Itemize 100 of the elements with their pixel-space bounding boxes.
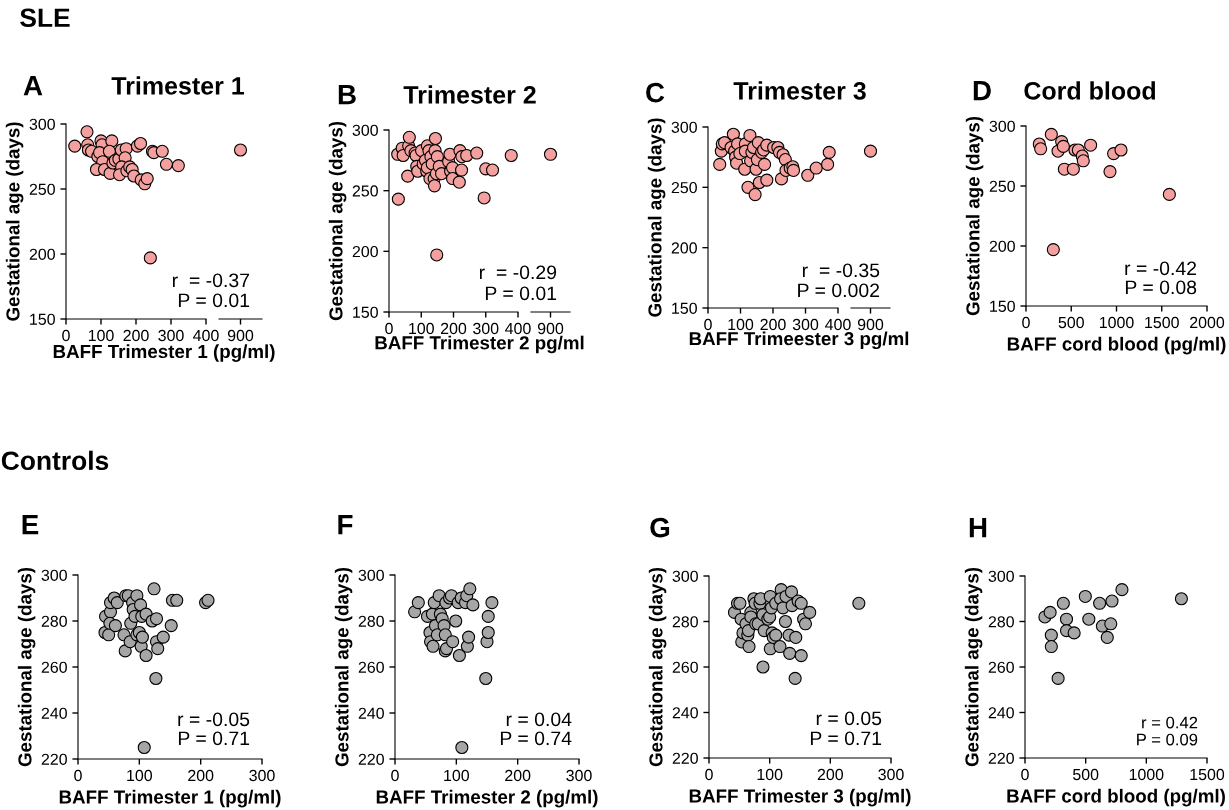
y-axis-title: Gestational age (days) [964, 567, 983, 767]
point [1043, 605, 1057, 619]
point [151, 642, 165, 656]
x-axis-title: BAFF cord blood (pg/ml) [1007, 336, 1226, 355]
chart-title: Trimester 2 [403, 85, 536, 104]
point [466, 598, 480, 612]
point [137, 740, 151, 755]
chart-title: Cord blood [1024, 81, 1156, 100]
y-tick-label: 280 [41, 615, 67, 627]
point [68, 139, 82, 153]
x-tick-label: 900 [857, 318, 884, 331]
point [102, 628, 116, 642]
y-tick-label: 300 [671, 121, 697, 133]
x-axis-title: BAFF Trimester 3 (pg/ml) [689, 788, 911, 807]
y-tick-label: 220 [358, 753, 384, 765]
point [1066, 162, 1080, 176]
point [110, 596, 124, 610]
point [449, 614, 463, 628]
point [391, 192, 405, 206]
x-tick-label: 100 [728, 318, 754, 331]
point [455, 740, 469, 755]
text: E [22, 515, 39, 535]
point [1044, 639, 1058, 654]
point [462, 630, 476, 644]
annotation: r = -0.35 [802, 263, 880, 278]
annotation: r = 0.04 [506, 712, 572, 727]
point [108, 619, 122, 633]
point [485, 596, 499, 610]
point [756, 660, 770, 674]
x-axis-title: BAFF Trimester 1 (pg/ml) [53, 344, 275, 362]
x-axis-title: BAFF Trimeester 3 pg/ml [689, 331, 909, 350]
point [1084, 138, 1098, 152]
y-tick-label: 200 [989, 240, 1015, 252]
text: F [338, 515, 353, 535]
point [1034, 142, 1048, 156]
x-tick-label: 200 [760, 318, 786, 331]
point [1067, 626, 1081, 640]
point [402, 130, 416, 144]
point [798, 617, 813, 631]
annotation: P = 0.71 [810, 731, 882, 746]
y-tick-label: 300 [672, 570, 698, 582]
point [430, 248, 444, 262]
chart-title: Trimester 3 [733, 81, 866, 100]
point [133, 136, 148, 151]
x-axis-title: BAFF Trimester 2 pg/ml [375, 335, 584, 354]
y-tick-label: 250 [671, 181, 697, 194]
x-tick-label: 0 [704, 318, 712, 331]
y-tick-label: 280 [672, 616, 698, 628]
annotation: P = 0.01 [178, 293, 250, 308]
point [1056, 596, 1070, 610]
point [1051, 671, 1065, 685]
point [1044, 628, 1058, 642]
point [147, 582, 161, 596]
x-tick-label: 500 [1072, 768, 1099, 781]
point [427, 179, 442, 193]
y-tick-label: 150 [353, 306, 378, 318]
point [1056, 139, 1070, 153]
x-tick-label: 0 [385, 322, 393, 335]
point [1046, 243, 1060, 257]
text: C [646, 82, 665, 103]
y-axis-title: Gestational age (days) [334, 567, 353, 767]
annotation: r = 0.42 [1142, 716, 1198, 729]
point [1105, 594, 1119, 608]
x-tick-label: 300 [158, 329, 184, 342]
x-tick-label: 400 [825, 318, 851, 331]
x-tick-label: 200 [440, 322, 467, 335]
point [428, 131, 443, 146]
x-tick-label: 100 [88, 329, 114, 342]
text: D [973, 81, 991, 101]
y-tick-label: 200 [352, 245, 378, 258]
x-tick-label: 0 [74, 769, 82, 782]
y-tick-label: 280 [988, 616, 1014, 628]
x-tick-label: 1000 [1129, 768, 1164, 781]
point [821, 157, 835, 171]
x-tick-label: 500 [1058, 316, 1084, 329]
point [140, 172, 154, 186]
text: B [338, 85, 356, 105]
point [481, 609, 495, 623]
point [801, 168, 815, 182]
point [426, 639, 440, 653]
y-tick-label: 240 [41, 707, 67, 719]
x-tick-label: 300 [792, 318, 819, 331]
annotation: P = 0.74 [500, 731, 572, 746]
y-tick-label: 250 [29, 183, 55, 195]
point [452, 175, 466, 189]
point [1115, 583, 1129, 597]
x-tick-label: 1000 [1099, 316, 1134, 329]
point [1100, 630, 1114, 644]
point [786, 163, 801, 178]
y-tick-label: 300 [988, 570, 1014, 582]
y-tick-label: 260 [358, 661, 384, 673]
y-tick-label: 260 [41, 661, 67, 673]
point [822, 145, 836, 159]
y-tick-label: 300 [989, 120, 1015, 132]
x-tick-label: 1500 [1190, 768, 1225, 781]
y-axis-title: Gestational age (days) [5, 122, 24, 321]
text: H [969, 518, 987, 538]
point [1044, 127, 1058, 141]
text: G [650, 517, 670, 538]
text: SLE [20, 8, 70, 28]
